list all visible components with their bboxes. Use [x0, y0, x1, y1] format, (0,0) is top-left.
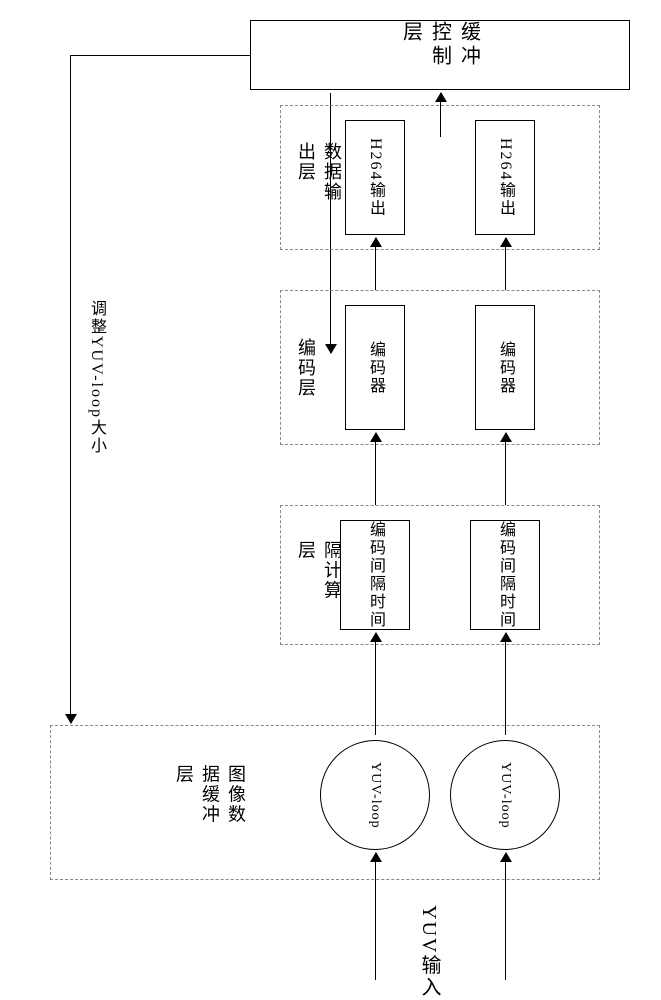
output-group: 数据输出层 — [280, 105, 600, 250]
encode-group-label: 编码层 — [293, 338, 319, 398]
feedback-arrow-down — [70, 55, 71, 723]
control-layer-box: 缓冲控制层 — [250, 20, 630, 90]
buffer-group-label: 图像数据缓冲层 — [171, 764, 249, 841]
feedback-label: 调整YUV-loop大小 — [84, 300, 108, 455]
output-box-1-label: H264输出 — [363, 138, 387, 218]
calc-box-1-label: 编码间隔时间 — [363, 521, 387, 629]
yuv-loop-circle-2: YUV-loop — [450, 740, 560, 850]
arrow-enc2-out2 — [505, 238, 506, 290]
encode-box-2-label: 编码器 — [493, 341, 517, 395]
encode-group: 编码层 — [280, 290, 600, 445]
arrow-in1-buf1 — [375, 853, 376, 980]
arrow-in2-buf2 — [505, 853, 506, 980]
arrow-buf1-calc1 — [375, 633, 376, 735]
yuv-loop-2-label: YUV-loop — [497, 762, 513, 829]
yuv-loop-1-label: YUV-loop — [367, 762, 383, 829]
arrow-calc2-enc2 — [505, 433, 506, 505]
output-box-2-label: H264输出 — [493, 138, 517, 218]
feedback-hline — [70, 55, 250, 56]
calc-box-1: 编码间隔时间 — [340, 520, 410, 630]
encode-box-1: 编码器 — [345, 305, 405, 430]
encode-box-2: 编码器 — [475, 305, 535, 430]
calc-box-2-label: 编码间隔时间 — [493, 521, 517, 629]
arrow-calc1-enc1 — [375, 433, 376, 505]
output-box-2: H264输出 — [475, 120, 535, 235]
control-layer-label: 缓冲控制层 — [397, 21, 484, 89]
calc-box-2: 编码间隔时间 — [470, 520, 540, 630]
arrow-buf2-calc2 — [505, 633, 506, 735]
arrow-enc1-out1 — [375, 238, 376, 290]
yuv-input-label: YUV输入 — [415, 905, 444, 998]
yuv-loop-circle-1: YUV-loop — [320, 740, 430, 850]
encode-box-1-label: 编码器 — [363, 341, 387, 395]
output-box-1: H264输出 — [345, 120, 405, 235]
calc-group: 编码间隔计算层 — [280, 505, 600, 645]
output-group-label: 数据输出层 — [293, 142, 345, 214]
